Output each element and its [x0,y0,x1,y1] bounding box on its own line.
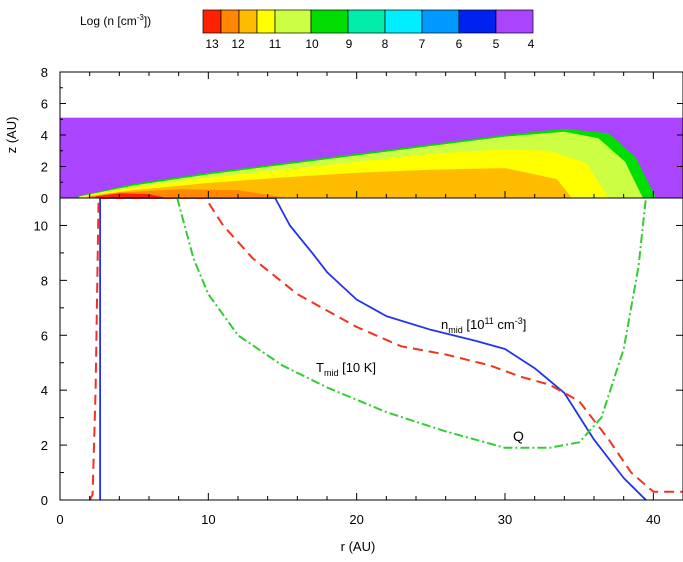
y-tick-label-top: 6 [41,97,48,112]
x-tick-label: 10 [201,512,215,527]
series-line-q [176,198,647,449]
colorbar-cell [202,9,222,34]
density-panel: 0 2 4 6 8 z (AU) [4,65,683,206]
y-tick-label: 8 [41,273,48,288]
midplane-panel: 0 2 4 6 8 10 0 10 20 30 40 r (AU) nmid [1011 cm-3]… [34,197,683,554]
x-tick-label: 40 [646,512,660,527]
y-tick-label-top: 0 [41,191,48,206]
midplane-panel-frame [59,197,683,501]
colorbar-cell [384,9,423,34]
y-tick-label: 2 [41,438,48,453]
colorbar-cell [238,9,258,34]
y-tick-label: 4 [41,383,48,398]
series-line-n-mid [99,198,647,500]
x-tick-label: 20 [349,512,363,527]
colorbar-cell [310,9,349,34]
colorbar-tick-label: 10 [305,37,319,51]
y-tick-label-top: 4 [41,128,48,143]
colorbar-tick-label: 8 [382,37,389,51]
y-tick-label: 10 [34,218,48,233]
colorbar-label: Log (n [cm-3]) [80,13,151,28]
colorbar-tick-label: 13 [205,37,219,51]
annotation-q: Q [513,428,524,444]
x-tick-label: 30 [498,512,512,527]
colorbar-cell [256,9,276,34]
colorbar: Log (n [cm-3]) 13 12 11 10 9 8 7 6 5 4 [80,9,535,51]
colorbar-cell [220,9,240,34]
y-tick-label-top: 8 [41,65,48,80]
y-tick-label: 6 [41,328,48,343]
colorbar-cell [347,9,386,34]
annotation-n-mid: nmid [1011 cm-3] [441,316,526,335]
colorbar-cell [458,9,497,34]
colorbar-tick-label: 7 [419,37,426,51]
annotation-t-mid: Tmid [10 K] [316,360,376,378]
colorbar-cell [421,9,460,34]
colorbar-tick-label: 9 [346,37,353,51]
y-tick-label: 0 [41,493,48,508]
series-line-t-mid [88,198,683,500]
colorbar-tick-label: 6 [456,37,463,51]
colorbar-tick-label: 12 [231,37,245,51]
y-axis-label-top: z (AU) [4,117,19,154]
y-tick-label-top: 2 [41,160,48,175]
colorbar-cell [495,9,534,34]
colorbar-tick-label: 11 [269,37,282,51]
x-axis-label: r (AU) [341,539,376,554]
colorbar-tick-label: 4 [528,37,535,51]
x-tick-label: 0 [56,512,63,527]
colorbar-tick-label: 5 [493,37,500,51]
colorbar-cell [274,9,312,34]
